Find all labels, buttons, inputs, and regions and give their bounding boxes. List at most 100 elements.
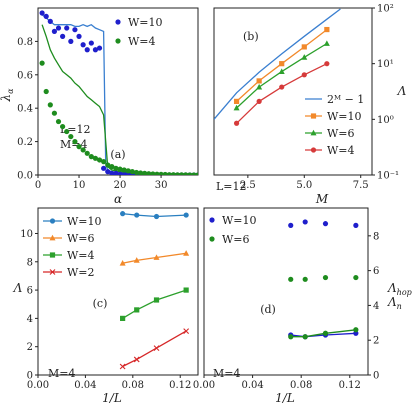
panel-c-ytick-label: 10 <box>20 229 33 240</box>
panel-b-frame <box>213 7 373 176</box>
panel-c-point-w4 <box>134 307 140 313</box>
panel-a-point-w4 <box>195 172 198 175</box>
panel-a-point-w10 <box>92 47 99 53</box>
panel-a-point-w4 <box>170 172 176 175</box>
panel-a-point-w10 <box>43 13 49 19</box>
panel-d-point-w6-points <box>353 274 359 281</box>
panel-d-point-w6-line <box>322 330 329 336</box>
panel-c-xtick-label: 0.00 <box>27 380 49 391</box>
panel-a-point-w4 <box>174 172 181 175</box>
panel-d-point-w10-points <box>322 221 329 227</box>
panel-a-point-w10 <box>55 25 62 31</box>
panel-c-legend-label: W=2 <box>67 266 95 279</box>
panel-d-xtick-label: 0.08 <box>290 380 312 391</box>
panel-d-xtick-label: 0.12 <box>339 380 361 391</box>
panel-d-ylabel-n: Λn <box>387 295 402 311</box>
panel-a-point-w4 <box>150 171 156 175</box>
panel-c-legend-label: W=10 <box>67 215 102 228</box>
panel-b-point-w10 <box>301 44 307 50</box>
panel-a: L=12 M=4 (a) α λα 0 10 20 300.00.20.40.60.8… <box>0 7 199 206</box>
panel-a-point-w4 <box>154 171 160 175</box>
panel-a-point-w4 <box>191 172 197 175</box>
panel-b-point-w10 <box>279 61 285 67</box>
panel-a-point-w4 <box>146 171 152 175</box>
panel-a-point-w4 <box>178 172 185 175</box>
panel-a-ytick-label: 0.6 <box>17 70 33 81</box>
panel-d-point-w6-points <box>322 274 329 281</box>
panel-a-legend-label: W=10 <box>128 16 163 29</box>
panel-d-frame <box>203 207 369 376</box>
panel-b-legend-label: W=4 <box>327 144 355 157</box>
panel-c-point-w6 <box>153 254 160 260</box>
panel-c-ylabel: Λ <box>13 281 23 295</box>
panel-a-point-w10 <box>60 33 66 39</box>
panel-c-point-w6 <box>119 259 126 266</box>
panel-c-point-w6 <box>183 250 190 256</box>
panel-d-ytick-label: 8 <box>373 231 379 242</box>
panel-c-point-w4 <box>120 315 126 321</box>
panel-a-point-w4 <box>92 155 99 161</box>
panel-d-point-w6-points <box>288 276 294 282</box>
panel-c-legend-marker <box>49 269 56 275</box>
panel-c-frame <box>37 207 199 376</box>
panel-d-xlabel: 1/L <box>275 391 295 405</box>
panel-c-line-w4 <box>122 289 187 319</box>
panel-a-point-w10 <box>109 170 115 175</box>
panel-b-point-w6 <box>233 104 240 111</box>
panel-d-xtick-label: 0.00 <box>193 380 215 391</box>
panel-a-point-w4 <box>162 171 168 175</box>
panel-c-point-w2 <box>153 345 160 351</box>
panel-c: (c) M=4 1/L Λ 0.00 0.04 0.08 0.12 0 2 4 6 8 10 W=1… <box>13 207 199 405</box>
panel-a-xtick-label: 0 <box>35 180 41 191</box>
panel-d-ytick-label: 6 <box>373 266 379 277</box>
panel-b-ytick-label: 10⁻¹ <box>377 171 399 182</box>
panel-b: (b) L=12 M Λ 2.5 5.0 7.5 10⁻¹ 10⁰ 10¹ 10² 2ᴹ − … <box>213 4 407 206</box>
panel-c-point-w10 <box>134 212 140 218</box>
panel-a-point-w10 <box>39 10 45 16</box>
panel-d-point-w10-points <box>353 222 359 228</box>
panel-d-xtick-label: 0.04 <box>241 380 263 391</box>
panel-d-point-w6-line <box>353 327 359 333</box>
panel-a-xtick-label: 10 <box>73 180 86 191</box>
panel-d-legend-label: W=10 <box>222 214 257 227</box>
panel-c-point-w2 <box>119 363 126 370</box>
panel-a-point-w4 <box>88 154 94 160</box>
panel-c-xtick-label: 0.04 <box>74 380 96 391</box>
panel-d-legend-marker <box>209 236 215 242</box>
panel-c-point-w2 <box>133 356 140 363</box>
panel-b-point-w10 <box>324 26 330 33</box>
panel-a-point-w4 <box>109 164 115 170</box>
panel-a-point-w10 <box>117 171 123 175</box>
panel-c-point-w10 <box>183 212 189 218</box>
panel-d-point-w10-points <box>288 222 294 228</box>
panel-c-legend-label: W=4 <box>67 249 95 262</box>
panel-b-legend-marker <box>310 129 317 136</box>
panel-b-legend-label: W=6 <box>327 127 355 140</box>
panel-b-label: (b) <box>243 30 259 43</box>
panel-a-point-w10 <box>47 18 53 24</box>
panel-b-point-w6 <box>256 83 263 90</box>
panel-a-ytick-label: 0.8 <box>17 37 33 48</box>
panel-a-point-w4 <box>166 172 172 175</box>
panel-a-point-w4 <box>137 170 144 175</box>
panel-b-ytick-label: 10² <box>377 4 394 15</box>
panel-b-point-w6 <box>323 40 330 46</box>
panel-a-point-w10 <box>68 38 74 45</box>
panel-a-point-w4 <box>76 144 82 150</box>
panel-d-point-w6-line <box>302 334 308 340</box>
panel-a-xlabel: α <box>114 192 122 206</box>
panel-a-point-w4 <box>64 128 70 135</box>
panel-d-legend-label: W=6 <box>222 233 250 246</box>
panel-d-line-w10-line <box>290 332 356 338</box>
panel-b-xtick-label: 7.5 <box>353 180 369 191</box>
panel-a-point-w10 <box>84 47 90 53</box>
panel-a-point-w4 <box>39 60 45 66</box>
panel-a-point-w4 <box>158 171 164 175</box>
panel-a-line-w4 <box>41 24 198 175</box>
panel-d-ylabel-hop: Λhop <box>387 281 412 297</box>
panel-d-line-w6-line <box>290 329 356 338</box>
panel-a-plot <box>39 10 198 175</box>
panel-a-point-w10 <box>96 45 103 51</box>
panel-a-point-w4 <box>142 170 148 175</box>
panel-c-legend-marker <box>49 218 56 224</box>
